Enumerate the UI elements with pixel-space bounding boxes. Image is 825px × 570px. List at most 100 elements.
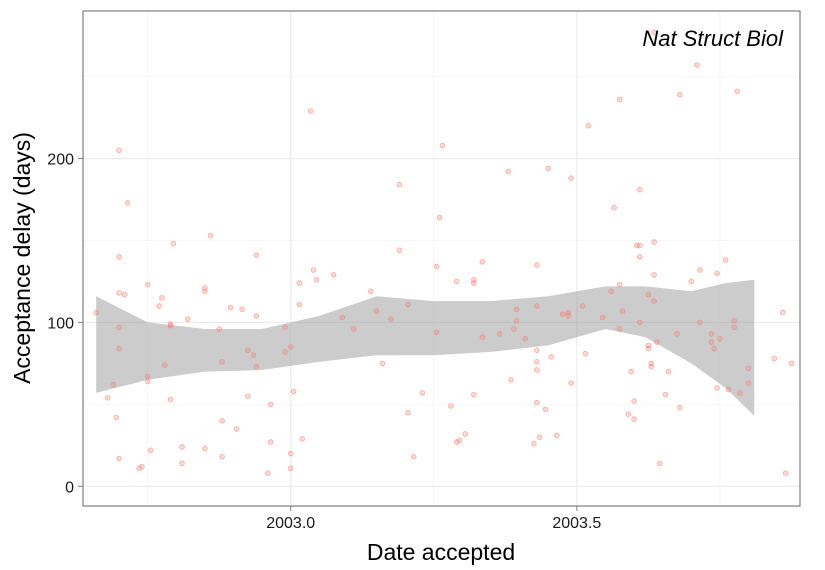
data-point (267, 401, 274, 408)
data-point (636, 254, 643, 260)
data-point (396, 181, 403, 188)
data-point (419, 390, 426, 396)
data-point (299, 435, 306, 442)
x-tick-label: 2003.0 (266, 515, 315, 532)
data-point (170, 240, 177, 247)
data-point (110, 381, 117, 388)
data-point (116, 455, 122, 462)
y-tick-label: 100 (47, 315, 74, 332)
x-axis-title: Date accepted (367, 539, 515, 565)
data-point (542, 406, 549, 413)
data-point (219, 453, 225, 460)
data-point (654, 339, 660, 345)
data-point (287, 344, 294, 350)
data-point (287, 465, 294, 472)
data-point (470, 280, 477, 286)
data-point (745, 380, 752, 386)
data-point (310, 267, 317, 273)
data-point (568, 380, 574, 386)
data-point (771, 355, 777, 362)
data-point (253, 363, 260, 370)
data-point (568, 175, 574, 182)
data-point (405, 301, 411, 308)
data-point (350, 326, 357, 332)
confidence-band (96, 279, 755, 416)
data-point (531, 440, 537, 447)
data-point (453, 439, 460, 445)
data-point (122, 291, 128, 298)
data-point (162, 362, 168, 368)
data-point (245, 347, 251, 354)
data-point (745, 365, 752, 372)
data-point (113, 414, 119, 421)
data-point (711, 345, 717, 352)
data-point (533, 367, 540, 373)
data-point (782, 470, 789, 477)
journal-annotation: Nat Struct Biol (642, 26, 784, 51)
y-tick-label: 0 (65, 479, 74, 496)
data-point (147, 447, 154, 454)
data-point (456, 437, 463, 444)
data-point (233, 426, 240, 432)
data-point (307, 108, 314, 114)
data-point (533, 347, 540, 354)
x-tick-label: 2003.5 (552, 515, 601, 532)
data-point (388, 316, 394, 322)
data-points (93, 29, 795, 477)
data-point (636, 319, 643, 326)
data-point (282, 324, 288, 331)
data-point (367, 288, 374, 295)
data-point (330, 272, 337, 278)
data-point (788, 360, 795, 367)
data-point (619, 308, 626, 314)
data-point (239, 306, 245, 313)
data-point (462, 431, 469, 437)
data-point (636, 186, 643, 193)
data-point (513, 317, 520, 324)
data-point (479, 258, 486, 265)
data-point (714, 270, 720, 277)
data-point (694, 62, 700, 68)
data-point (616, 326, 623, 332)
data-point (616, 96, 623, 103)
data-point (636, 242, 643, 249)
data-point (697, 267, 703, 273)
data-point (651, 298, 657, 304)
data-point (676, 91, 683, 98)
data-point (470, 391, 477, 398)
data-point (665, 368, 672, 375)
data-point (156, 303, 162, 309)
data-point (207, 232, 214, 239)
data-point (553, 432, 560, 439)
data-point (737, 390, 743, 396)
data-point (651, 272, 657, 278)
data-point (731, 324, 737, 331)
data-point (651, 239, 657, 245)
data-point (410, 453, 417, 460)
data-point (479, 334, 486, 341)
data-point (616, 281, 623, 288)
data-point (631, 398, 637, 404)
data-point (714, 385, 720, 391)
data-point (708, 339, 715, 345)
data-point (116, 147, 122, 154)
data-point (202, 445, 208, 452)
data-point (290, 388, 297, 395)
data-point (662, 391, 669, 398)
data-point (124, 200, 131, 206)
data-point (116, 290, 122, 296)
data-point (379, 360, 386, 367)
plot-background (83, 11, 800, 506)
data-point (697, 319, 703, 326)
data-point (144, 281, 151, 288)
y-axis-ticks: 0 100 200 (47, 152, 83, 496)
data-point (625, 411, 632, 418)
data-point (579, 303, 586, 309)
data-point (216, 326, 223, 332)
data-point (227, 304, 234, 311)
data-point (282, 349, 288, 355)
data-point (628, 368, 634, 375)
data-point (219, 417, 225, 424)
data-point (648, 363, 654, 370)
